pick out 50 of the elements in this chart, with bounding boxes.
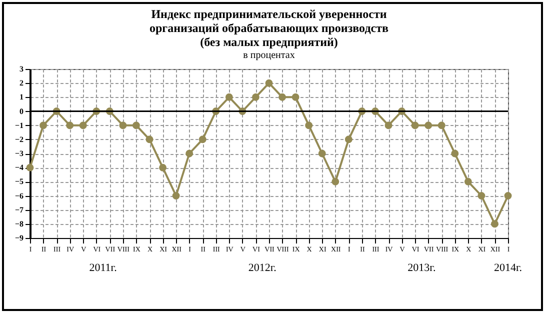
y-tick-label: −7 <box>14 205 24 214</box>
point <box>40 122 48 130</box>
point <box>424 122 432 130</box>
point <box>79 122 87 130</box>
point <box>146 136 154 144</box>
point <box>411 122 419 130</box>
chart-subtitle: в процентах <box>243 50 295 61</box>
text: 2012г. <box>248 262 277 274</box>
y-tick-label: 1 <box>20 92 24 102</box>
point <box>332 178 340 186</box>
y-tick-label: −8 <box>14 219 24 228</box>
point <box>159 164 167 172</box>
point <box>265 79 273 87</box>
point <box>225 93 233 101</box>
point <box>172 192 180 200</box>
text: 2014г. <box>494 262 522 274</box>
point <box>438 122 446 130</box>
point <box>186 150 194 158</box>
point <box>504 192 512 200</box>
y-tick-label: −4 <box>14 163 24 172</box>
y-tick-label: 2 <box>20 78 24 88</box>
y-tick-label: −3 <box>14 149 24 158</box>
y-tick-label: −6 <box>14 191 24 200</box>
text: (без малых предприятий) <box>200 35 338 49</box>
point <box>305 122 313 130</box>
point <box>292 93 300 101</box>
y-tick-label: 0 <box>20 106 24 116</box>
y-tick-label: −2 <box>14 134 24 144</box>
text: Индекс предпринимательской уверенности <box>151 7 387 21</box>
y-tick-label: −9 <box>14 234 24 242</box>
text: 2011г. <box>89 262 118 274</box>
point <box>478 192 486 200</box>
point <box>278 93 286 101</box>
point <box>490 220 498 228</box>
point <box>344 136 352 144</box>
point <box>26 164 34 172</box>
text: 2013г. <box>408 262 436 274</box>
point <box>66 122 74 130</box>
point <box>318 150 326 158</box>
y-tick-label: −5 <box>14 177 24 186</box>
point <box>384 122 392 130</box>
point <box>198 136 206 144</box>
point <box>119 122 127 130</box>
text: организаций обрабатывающих производств <box>150 21 388 35</box>
y-tick-label: 3 <box>20 64 24 74</box>
point <box>132 122 140 130</box>
point <box>451 150 459 158</box>
y-tick-label: −1 <box>14 120 24 130</box>
point <box>252 93 260 101</box>
point <box>464 178 472 186</box>
